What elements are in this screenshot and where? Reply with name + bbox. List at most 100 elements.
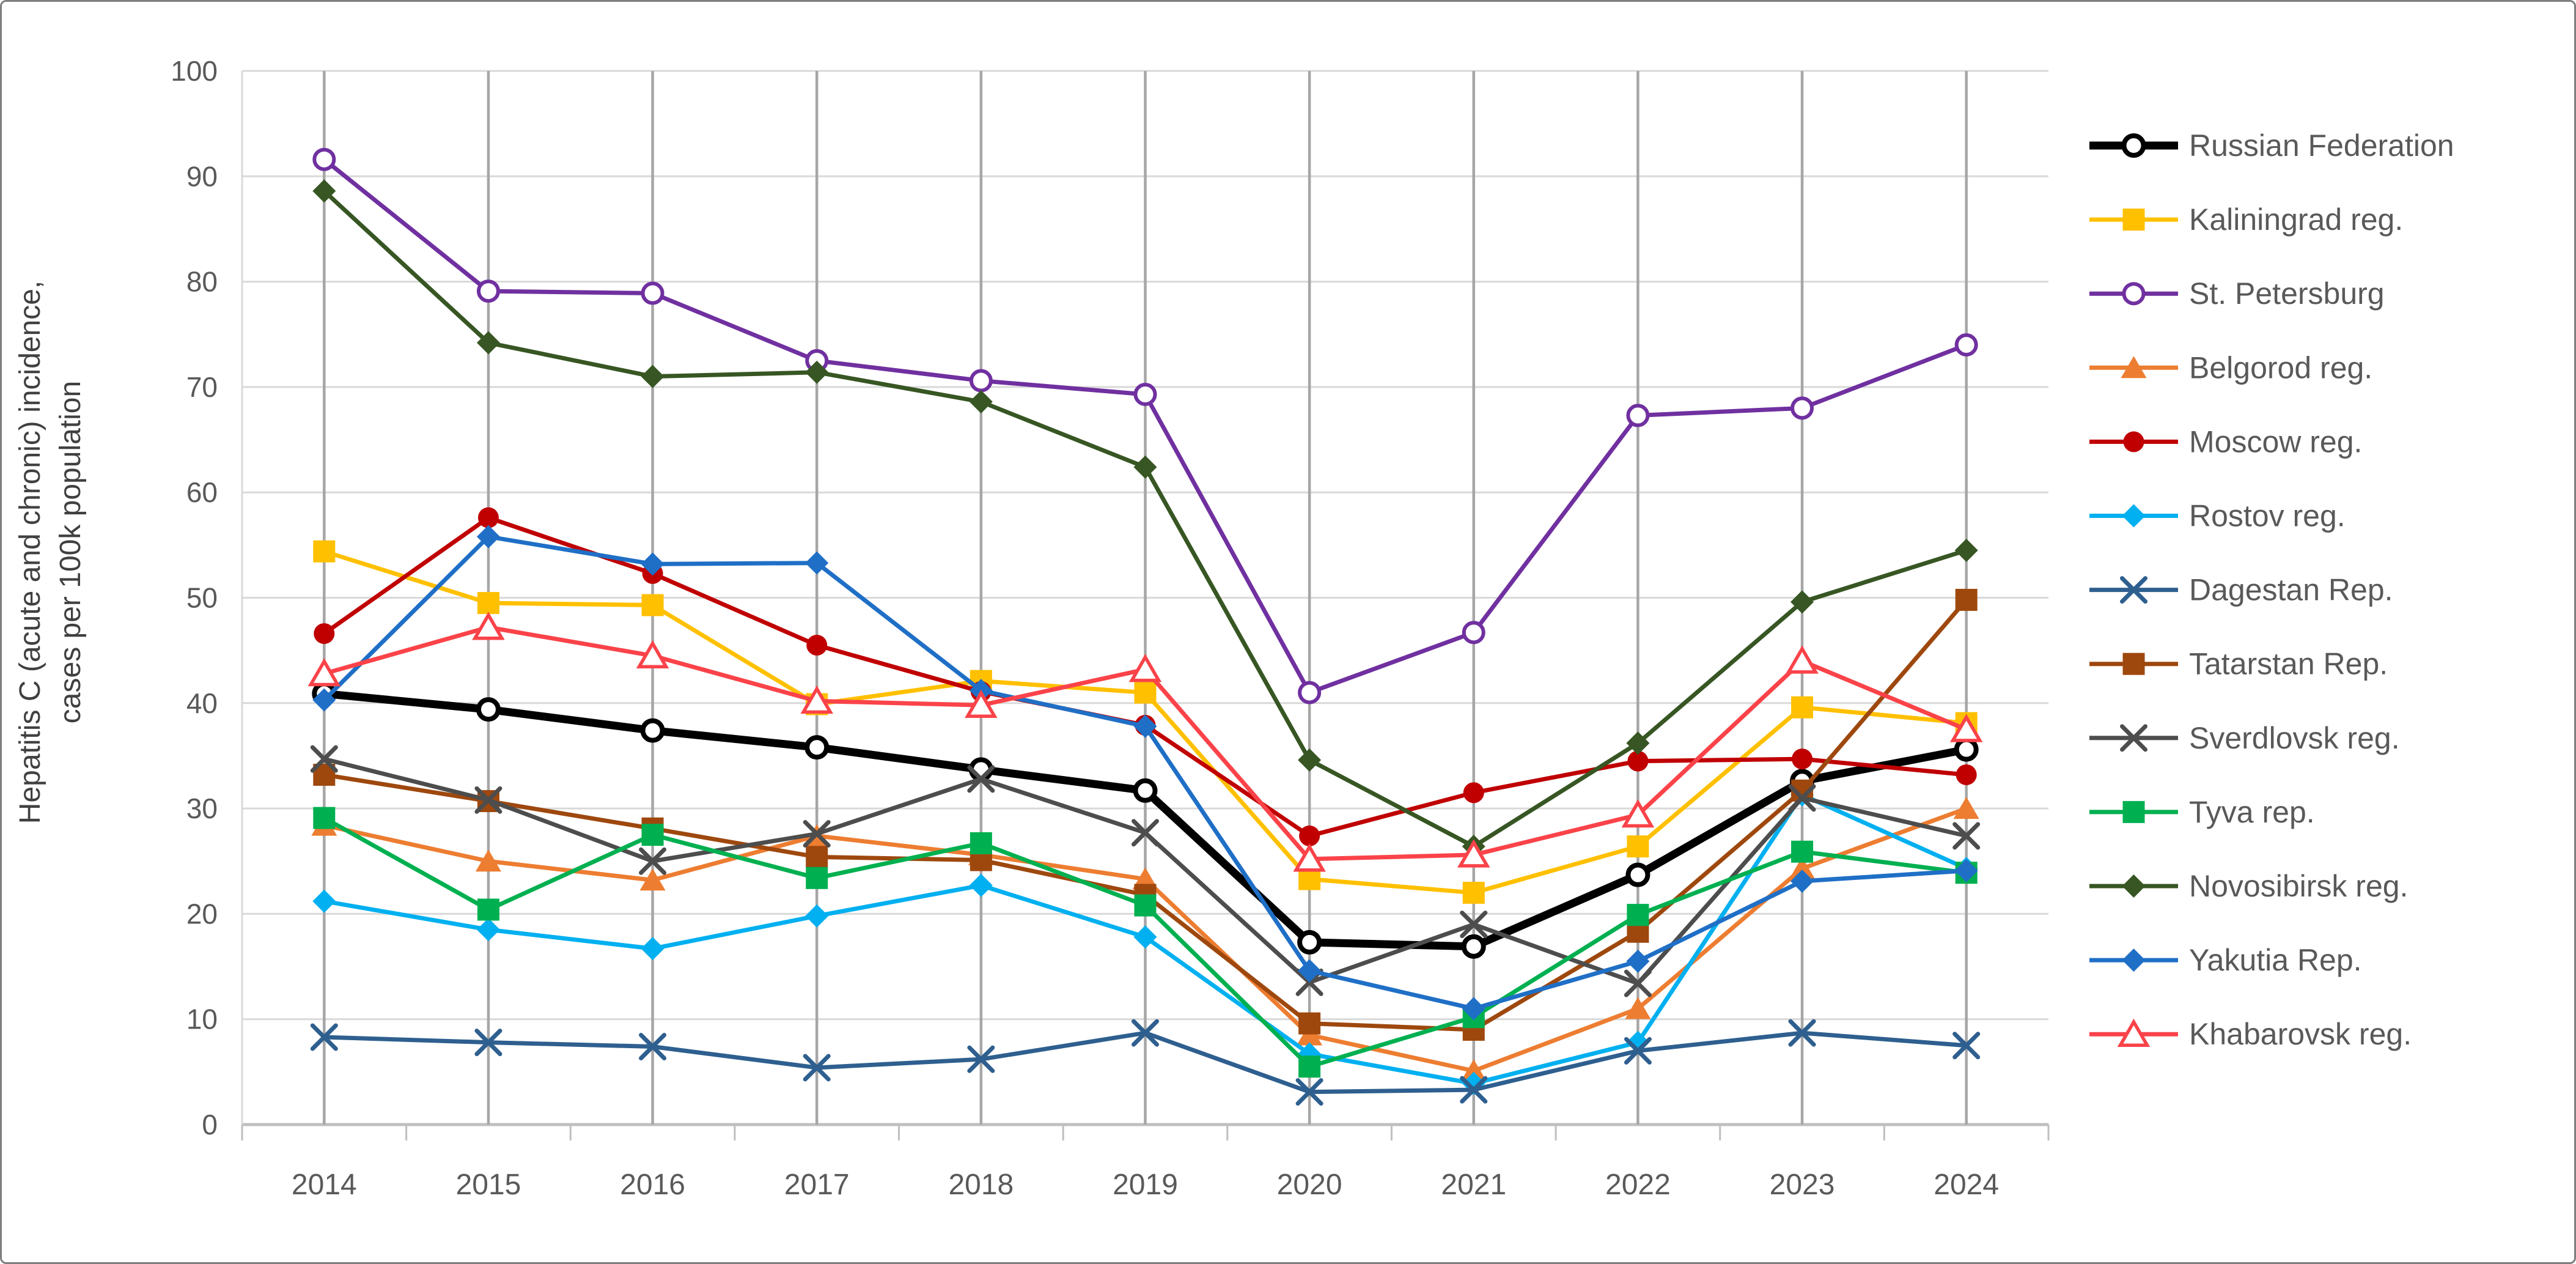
data-point-marker [312, 889, 336, 913]
x-tick-label: 2021 [1441, 1169, 1506, 1201]
data-point-marker [476, 279, 500, 303]
data-point-marker [2122, 282, 2146, 306]
data-point-marker [1133, 778, 1158, 803]
x-tick-label: 2017 [784, 1169, 850, 1201]
legend-label: Dagestan Rep. [2189, 573, 2393, 607]
y-tick-label: 50 [186, 582, 218, 614]
legend-item-tyva-rep-: Tyva rep. [2089, 795, 2315, 829]
data-point-marker [804, 735, 830, 760]
data-point-marker [1953, 797, 1979, 819]
legend-label: Khabarovsk reg. [2189, 1017, 2412, 1051]
data-point-marker [312, 688, 336, 712]
data-point-marker [2122, 504, 2146, 528]
data-point-marker [640, 718, 665, 743]
y-tick-label: 90 [186, 160, 218, 192]
data-point-marker [969, 873, 993, 897]
data-point-marker [1790, 590, 1814, 614]
data-point-marker [1790, 869, 1814, 893]
data-point-marker [1462, 997, 1485, 1021]
data-point-marker [1956, 764, 1977, 785]
data-point-marker [969, 369, 993, 393]
y-axis-title-line1: Hepatitis C (acute and chronic) incidenc… [14, 281, 46, 824]
data-point-marker [2120, 576, 2147, 604]
data-point-marker [2122, 874, 2146, 898]
legend-item-moscow-reg-: Moscow reg. [2089, 424, 2362, 459]
data-point-marker [1789, 857, 1816, 879]
data-point-marker [314, 623, 335, 645]
data-point-marker [1460, 1059, 1487, 1082]
series-tyva-rep- [313, 807, 1978, 1078]
series-yakutia-rep- [312, 525, 1978, 1021]
data-point-marker [636, 640, 669, 669]
data-point-marker [1134, 894, 1157, 917]
legend-item-st-petersburg: St. Petersburg [2089, 276, 2385, 311]
data-point-marker [1792, 748, 1813, 770]
data-point-marker [1954, 737, 1979, 762]
data-point-marker [1132, 819, 1159, 847]
data-point-marker [476, 697, 501, 722]
data-point-marker [477, 507, 499, 528]
legend-item-kaliningrad-reg-: Kaliningrad reg. [2089, 202, 2403, 237]
x-tick-label: 2014 [292, 1169, 357, 1201]
series-layer [307, 147, 1983, 1106]
y-tick-label: 20 [186, 898, 218, 930]
data-point-marker [803, 1054, 831, 1082]
data-point-marker [1790, 396, 1814, 420]
data-point-marker [1462, 621, 1485, 645]
data-point-marker [477, 898, 499, 921]
data-point-marker [312, 147, 336, 171]
series-novosibirsk-reg- [312, 179, 1978, 859]
data-point-marker [965, 689, 998, 718]
legend-item-khabarovsk-reg-: Khabarovsk reg. [2089, 1017, 2412, 1051]
data-point-marker [1462, 881, 1485, 904]
data-point-marker [967, 1045, 995, 1073]
data-point-marker [641, 281, 664, 305]
data-point-marker [1949, 714, 1983, 742]
data-point-marker [476, 918, 500, 942]
data-point-marker [805, 551, 829, 575]
data-point-marker [1954, 859, 1978, 882]
data-point-marker [1788, 784, 1816, 812]
data-point-marker [639, 868, 666, 891]
data-point-marker [1626, 949, 1650, 973]
y-tick-label: 30 [186, 793, 218, 824]
legend-label: Belgorod reg. [2189, 350, 2372, 385]
data-point-marker [1624, 1037, 1652, 1065]
y-tick-label: 70 [186, 371, 218, 403]
data-point-marker [1788, 1019, 1816, 1047]
legend-label: Tatarstan Rep. [2189, 647, 2388, 681]
series-khabarovsk-reg- [307, 612, 1983, 872]
data-point-marker [2122, 800, 2145, 823]
data-point-marker [1133, 925, 1157, 949]
legend-item-dagestan-rep-: Dagestan Rep. [2089, 573, 2393, 607]
series-st-petersburg [312, 147, 1978, 704]
data-point-marker [312, 179, 336, 203]
data-point-marker [641, 824, 664, 846]
x-tick-label: 2022 [1605, 1169, 1671, 1201]
grid-layer [241, 70, 2050, 1140]
data-point-marker [1952, 822, 1981, 850]
legend-label: Sverdlovsk reg. [2189, 721, 2400, 755]
data-point-marker [472, 612, 505, 640]
data-point-marker [805, 360, 829, 384]
legend-label: Russian Federation [2189, 128, 2454, 163]
data-point-marker [1791, 696, 1814, 719]
series-dagestan-rep- [310, 1019, 1981, 1106]
legend-label: Moscow reg. [2189, 424, 2362, 459]
data-point-marker [313, 807, 336, 829]
data-point-marker [1298, 1055, 1321, 1078]
legend-label: Kaliningrad reg. [2189, 202, 2403, 237]
data-point-marker [970, 832, 992, 854]
legend-item-belgorod-reg-: Belgorod reg. [2089, 350, 2372, 385]
data-point-marker [806, 635, 828, 656]
data-point-marker [1954, 333, 1978, 357]
legend: Russian Federation Kaliningrad reg. St. Pe… [2089, 128, 2454, 1051]
y-tick-label: 80 [186, 266, 218, 298]
legend-label: Yakutia Rep. [2189, 943, 2362, 977]
y-tick-label: 100 [171, 55, 218, 87]
y-tick-label: 0 [202, 1109, 218, 1140]
data-point-marker [476, 331, 500, 355]
data-point-marker [1786, 645, 1819, 674]
